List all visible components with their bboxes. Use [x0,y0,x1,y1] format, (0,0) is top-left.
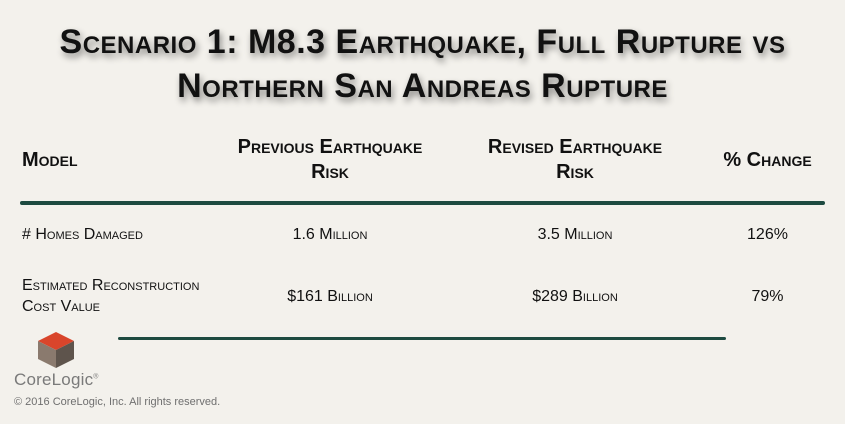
row-reconstruction-label-line1: Estimated Reconstruction [22,277,200,294]
header-revised-line2: Risk [556,161,594,183]
header-percent-change: % Change [723,149,812,171]
title-line-2: Northern San Andreas Rupture [177,67,668,105]
cube-logo-icon [38,332,74,368]
logo-trademark: ® [93,373,99,381]
slide-title: Scenario 1: M8.3 Earthquake, Full Ruptur… [0,20,845,108]
row-reconstruction-label-line2: Cost Value [22,298,101,315]
row-reconstruction-cost-revised: $289 Billion [532,288,618,305]
header-revised-line1: Revised Earthquake [487,136,663,158]
corelogic-logo: CoreLogic® [14,330,114,400]
logo-wordmark-text: CoreLogic [14,370,94,389]
header-previous-line1: Previous Earthquake [237,136,423,158]
header-revised-risk: Revised Earthquake Risk [455,135,695,185]
header-model: Model [22,149,78,171]
row-reconstruction-cost-change: 79% [751,288,784,305]
row-homes-damaged-revised: 3.5 Million [537,226,613,243]
header-previous-risk: Previous Earthquake Risk [205,135,455,185]
table-top-rule [20,201,825,205]
table-bottom-rule [118,337,726,340]
row-reconstruction-cost-label: Estimated Reconstruction Cost Value [22,275,252,317]
title-line-1: Scenario 1: M8.3 Earthquake, Full Ruptur… [59,23,786,61]
row-homes-damaged-previous: 1.6 Million [292,226,368,243]
row-homes-damaged-label: # Homes Damaged [22,226,143,243]
header-previous-line2: Risk [311,161,349,183]
row-homes-damaged-change: 126% [747,226,788,243]
row-reconstruction-cost-previous: $161 Billion [287,288,373,305]
logo-wordmark: CoreLogic® [14,370,99,390]
copyright-notice: © 2016 CoreLogic, Inc. All rights reserv… [14,396,221,408]
